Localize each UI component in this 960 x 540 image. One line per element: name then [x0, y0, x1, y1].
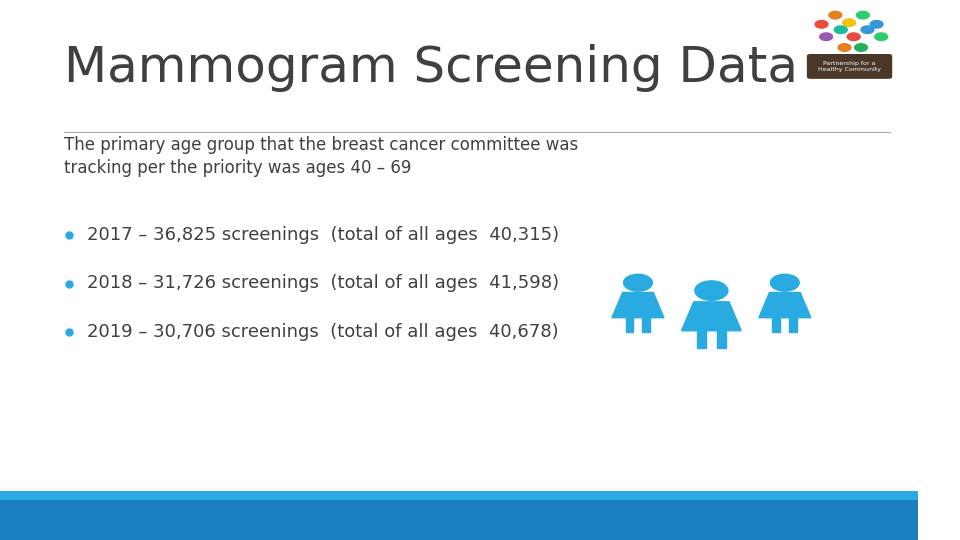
Polygon shape [758, 293, 811, 318]
FancyBboxPatch shape [0, 491, 918, 500]
FancyBboxPatch shape [0, 491, 918, 540]
FancyBboxPatch shape [806, 54, 892, 79]
Circle shape [854, 44, 868, 51]
Text: Partnership for a
Healthy Community: Partnership for a Healthy Community [818, 60, 881, 72]
Circle shape [870, 21, 883, 28]
Text: The primary age group that the breast cancer committee was: The primary age group that the breast ca… [64, 136, 579, 154]
Circle shape [875, 33, 888, 40]
Polygon shape [626, 318, 634, 332]
Circle shape [843, 19, 855, 26]
Circle shape [820, 33, 832, 40]
Polygon shape [716, 331, 726, 348]
Text: Mammogram Screening Data: Mammogram Screening Data [64, 44, 799, 92]
Circle shape [828, 11, 842, 19]
Text: 2019 – 30,706 screenings  (total of all ages  40,678): 2019 – 30,706 screenings (total of all a… [87, 323, 559, 341]
Text: 2018 – 31,726 screenings  (total of all ages  41,598): 2018 – 31,726 screenings (total of all a… [87, 274, 560, 293]
Polygon shape [789, 318, 797, 332]
Circle shape [848, 33, 860, 40]
Circle shape [834, 26, 848, 33]
Circle shape [861, 26, 874, 33]
Polygon shape [682, 302, 741, 331]
Polygon shape [773, 318, 780, 332]
Text: tracking per the priority was ages 40 – 69: tracking per the priority was ages 40 – … [64, 159, 412, 177]
Circle shape [624, 274, 653, 291]
Circle shape [695, 281, 728, 300]
Text: 2017 – 36,825 screenings  (total of all ages  40,315): 2017 – 36,825 screenings (total of all a… [87, 226, 560, 244]
Polygon shape [697, 331, 707, 348]
Polygon shape [642, 318, 650, 332]
Circle shape [856, 11, 869, 19]
Polygon shape [612, 293, 664, 318]
Circle shape [815, 21, 828, 28]
Circle shape [771, 274, 799, 291]
Circle shape [838, 44, 851, 51]
